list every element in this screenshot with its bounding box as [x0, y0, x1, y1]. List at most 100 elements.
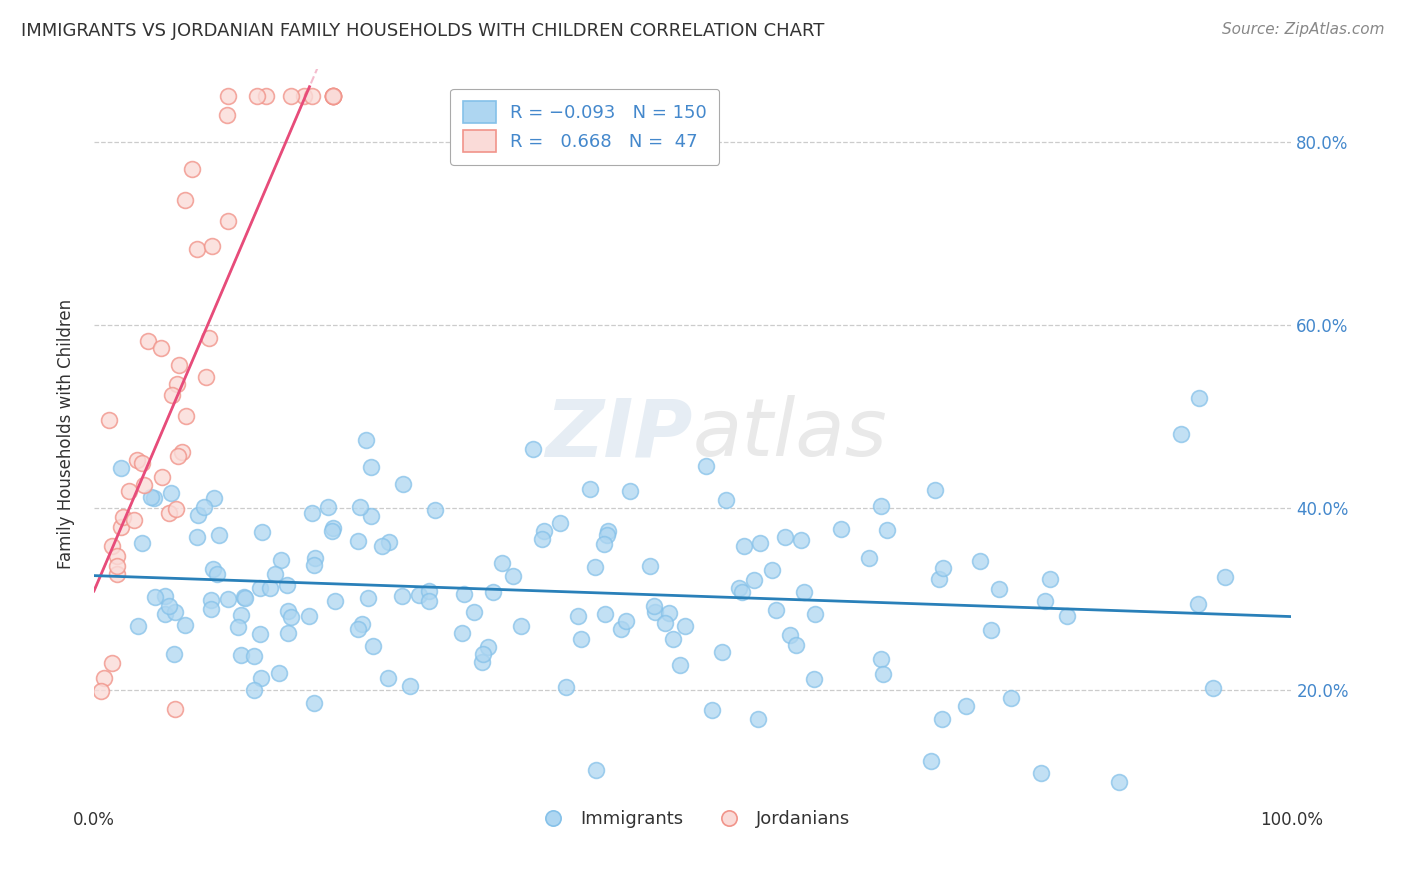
Point [162, 388, 184, 402]
Point [779, 627, 801, 641]
Point [1000, 690, 1022, 705]
Point [165, 501, 187, 516]
Point [585, 763, 607, 777]
Point [165, 702, 187, 716]
Point [352, 617, 374, 632]
Point [101, 656, 124, 670]
Point [166, 449, 188, 463]
Point [98, 413, 121, 427]
Point [987, 582, 1010, 596]
Point [654, 615, 676, 630]
Point [254, 89, 277, 103]
Point [231, 607, 253, 622]
Point [747, 712, 769, 726]
Point [125, 453, 148, 467]
Point [522, 442, 544, 456]
Point [533, 524, 555, 538]
Point [731, 585, 754, 599]
Point [217, 213, 239, 227]
Point [205, 567, 228, 582]
Point [321, 524, 343, 538]
Point [931, 712, 953, 726]
Point [425, 502, 447, 516]
Point [932, 560, 955, 574]
Point [242, 682, 264, 697]
Point [470, 655, 492, 669]
Point [391, 589, 413, 603]
Point [318, 500, 340, 514]
Point [398, 679, 420, 693]
Point [360, 460, 382, 475]
Point [640, 558, 662, 573]
Point [1108, 775, 1130, 789]
Point [360, 508, 382, 523]
Point [105, 549, 128, 564]
Point [136, 334, 159, 348]
Point [233, 591, 256, 606]
Point [920, 754, 942, 768]
Point [357, 591, 380, 606]
Point [127, 619, 149, 633]
Point [280, 610, 302, 624]
Point [276, 578, 298, 592]
Point [170, 445, 193, 459]
Point [173, 193, 195, 207]
Point [804, 607, 827, 621]
Point [354, 433, 377, 447]
Point [595, 528, 617, 542]
Point [202, 491, 225, 505]
Point [870, 652, 893, 666]
Point [451, 626, 474, 640]
Point [143, 590, 166, 604]
Point [322, 89, 344, 103]
Point [150, 341, 173, 355]
Point [742, 573, 765, 587]
Point [928, 572, 950, 586]
Point [292, 89, 315, 103]
Point [150, 470, 173, 484]
Point [583, 559, 606, 574]
Point [548, 516, 571, 531]
Point [673, 619, 696, 633]
Point [131, 536, 153, 550]
Point [1031, 765, 1053, 780]
Point [246, 89, 269, 103]
Point [531, 532, 554, 546]
Point [803, 672, 825, 686]
Point [969, 553, 991, 567]
Point [569, 632, 592, 646]
Point [595, 607, 617, 621]
Point [1188, 391, 1211, 405]
Point [298, 608, 321, 623]
Point [658, 607, 681, 621]
Point [1170, 427, 1192, 442]
Point [195, 370, 218, 384]
Point [773, 530, 796, 544]
Point [259, 582, 281, 596]
Point [453, 587, 475, 601]
Point [208, 528, 231, 542]
Point [728, 582, 751, 596]
Point [250, 525, 273, 540]
Point [1187, 597, 1209, 611]
Point [790, 533, 813, 547]
Point [226, 620, 249, 634]
Point [201, 239, 224, 253]
Point [229, 648, 252, 663]
Point [217, 591, 239, 606]
Point [187, 508, 209, 522]
Point [502, 569, 524, 583]
Point [761, 563, 783, 577]
Point [110, 520, 132, 534]
Point [90, 683, 112, 698]
Point [132, 477, 155, 491]
Point [201, 562, 224, 576]
Point [669, 658, 692, 673]
Point [876, 524, 898, 538]
Point [186, 529, 208, 543]
Point [131, 456, 153, 470]
Point [567, 609, 589, 624]
Point [118, 483, 141, 498]
Point [157, 506, 180, 520]
Point [361, 639, 384, 653]
